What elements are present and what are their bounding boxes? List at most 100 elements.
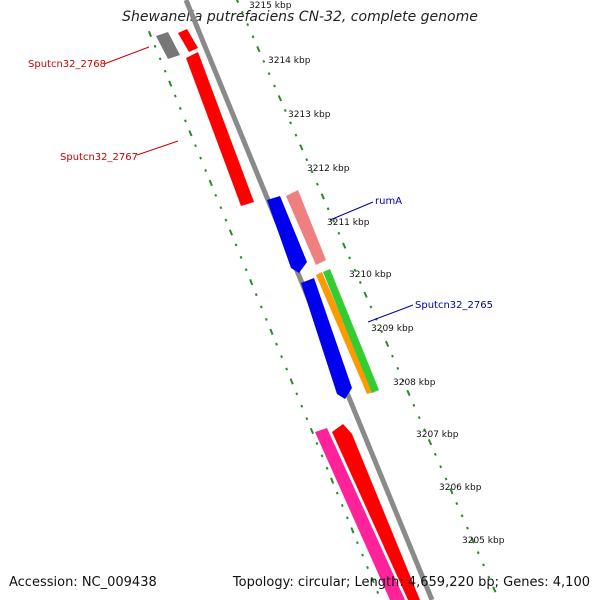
- minor-tick: [184, 119, 187, 123]
- major-tick: [470, 537, 475, 544]
- minor-tick: [295, 392, 299, 396]
- major-tick: [406, 389, 411, 397]
- minor-tick: [219, 206, 223, 210]
- label-line-2767: [136, 140, 179, 156]
- major-tick: [269, 328, 274, 335]
- minor-tick: [335, 491, 339, 495]
- minor-tick: [433, 452, 437, 456]
- gene-label-2765: Sputcn32_2765: [415, 300, 493, 311]
- minor-tick: [356, 541, 359, 545]
- minor-tick: [340, 504, 344, 507]
- gene-label-2768: Sputcn32_2768: [28, 59, 106, 70]
- major-tick: [363, 291, 368, 298]
- major-tick: [168, 80, 173, 87]
- tick-label-3211: 3211 kbp: [327, 218, 370, 228]
- minor-tick: [376, 590, 380, 594]
- minor-tick: [173, 94, 177, 98]
- minor-tick: [251, 35, 255, 39]
- gene-red-bottom: [332, 424, 420, 600]
- tick-label-3215: 3215 kbp: [249, 1, 292, 11]
- major-tick: [249, 279, 254, 286]
- minor-tick: [396, 366, 400, 370]
- gene-blue-2: [301, 278, 352, 399]
- minor-tick: [300, 404, 304, 408]
- tick-label-3213: 3213 kbp: [288, 110, 331, 120]
- minor-tick: [366, 566, 369, 570]
- map-title: Shewanella putrefaciens CN-32, complete …: [122, 9, 478, 25]
- minor-tick: [358, 280, 362, 285]
- tick-label-3207: 3207 kbp: [416, 430, 459, 440]
- minor-tick: [310, 170, 314, 174]
- minor-tick: [199, 156, 203, 160]
- minor-tick: [194, 144, 197, 148]
- tick-label-3205: 3205 kbp: [462, 536, 505, 546]
- major-tick: [147, 30, 153, 38]
- gene-label-rumA: rumA: [375, 196, 402, 207]
- genome-summary-text: Topology: circular; Length: 4,659,220 bp…: [232, 575, 590, 590]
- gene-pink: [315, 428, 405, 600]
- minor-tick: [332, 219, 335, 223]
- major-tick: [384, 340, 390, 347]
- major-tick: [330, 477, 335, 484]
- minor-tick: [283, 109, 287, 112]
- label-line-rumA: [329, 201, 374, 221]
- minor-tick: [348, 256, 351, 260]
- major-tick: [449, 488, 454, 495]
- minor-tick: [460, 514, 464, 518]
- minor-tick: [273, 84, 276, 88]
- minor-tick: [361, 553, 364, 557]
- accession-text: Accession: NC_009438: [9, 575, 157, 590]
- minor-tick: [337, 231, 341, 235]
- major-tick: [320, 193, 325, 200]
- major-tick: [188, 130, 193, 137]
- minor-tick: [289, 121, 293, 125]
- minor-tick: [239, 255, 243, 259]
- gene-2768-red: [178, 29, 198, 52]
- gene-2767: [186, 52, 254, 206]
- minor-tick: [315, 182, 319, 186]
- major-tick: [277, 95, 283, 102]
- gene-label-2767: Sputcn32_2767: [60, 152, 138, 163]
- minor-tick: [254, 293, 258, 297]
- gene-blue-1: [267, 196, 307, 273]
- minor-tick: [320, 454, 324, 458]
- minor-tick: [353, 268, 357, 272]
- minor-tick: [204, 169, 208, 172]
- minor-tick: [158, 57, 162, 61]
- minor-tick: [214, 193, 218, 197]
- major-tick: [350, 527, 355, 534]
- minor-tick: [455, 502, 459, 505]
- inner-tick-track: [147, 30, 380, 594]
- major-tick: [208, 179, 213, 187]
- minor-tick: [391, 354, 394, 358]
- major-tick: [342, 242, 347, 249]
- major-tick: [492, 586, 497, 593]
- minor-tick: [234, 243, 238, 247]
- minor-tick: [326, 207, 330, 211]
- major-tick: [256, 46, 261, 53]
- minor-tick: [423, 428, 427, 432]
- minor-tick: [466, 526, 469, 530]
- minor-tick: [246, 23, 250, 27]
- gene-rumA: [286, 190, 326, 265]
- minor-tick: [305, 417, 309, 421]
- minor-tick: [294, 133, 298, 137]
- major-tick: [309, 427, 315, 435]
- major-tick: [299, 144, 304, 151]
- minor-tick: [369, 305, 373, 309]
- minor-tick: [380, 330, 384, 334]
- minor-tick: [244, 268, 248, 272]
- gene-2768-grey: [156, 32, 180, 59]
- major-tick: [289, 378, 294, 385]
- minor-tick: [264, 317, 268, 321]
- minor-tick: [401, 379, 405, 383]
- minor-tick: [305, 158, 309, 162]
- minor-tick: [285, 367, 289, 371]
- tick-label-3210: 3210 kbp: [349, 270, 392, 280]
- gene-2765: [323, 269, 379, 393]
- minor-tick: [275, 342, 278, 346]
- minor-tick: [439, 465, 443, 469]
- tick-label-3206: 3206 kbp: [439, 483, 482, 493]
- minor-tick: [487, 575, 491, 579]
